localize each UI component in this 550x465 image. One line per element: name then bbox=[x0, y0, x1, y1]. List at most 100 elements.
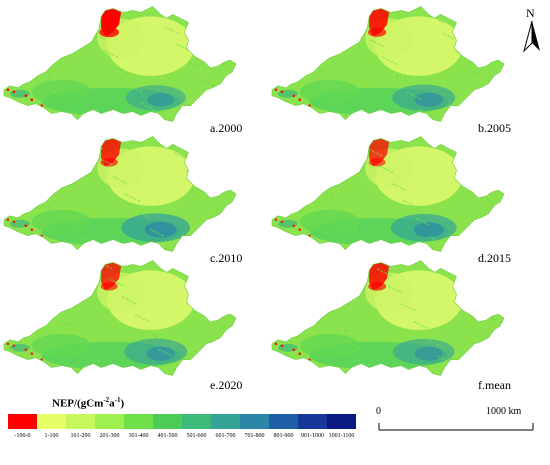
texture-speck bbox=[168, 28, 171, 31]
texture-speck bbox=[132, 86, 134, 89]
texture-speck bbox=[78, 14, 81, 17]
texture-speck bbox=[318, 293, 321, 296]
texture-speck bbox=[441, 357, 444, 360]
texture-speck bbox=[188, 171, 191, 174]
texture-speck bbox=[39, 286, 42, 289]
texture-speck bbox=[473, 285, 476, 288]
texture-speck bbox=[74, 337, 77, 340]
texture-speck bbox=[222, 100, 225, 103]
texture-speck bbox=[54, 90, 57, 93]
texture-speck bbox=[290, 367, 293, 370]
texture-speck bbox=[395, 63, 397, 65]
negative-nep-speck bbox=[24, 224, 28, 228]
texture-speck bbox=[391, 171, 393, 174]
legend-class-label: 101-200 bbox=[70, 433, 91, 439]
texture-speck bbox=[389, 60, 391, 62]
texture-speck bbox=[56, 306, 59, 308]
texture-speck bbox=[123, 71, 125, 73]
texture-speck bbox=[391, 61, 393, 63]
texture-speck bbox=[441, 142, 444, 145]
negative-nep-speck bbox=[280, 220, 284, 224]
scale-end-label: 1000 km bbox=[486, 406, 522, 417]
texture-speck bbox=[302, 48, 305, 51]
texture-speck bbox=[488, 200, 491, 202]
texture-speck bbox=[218, 208, 221, 211]
texture-speck bbox=[12, 360, 14, 363]
texture-speck bbox=[318, 189, 321, 191]
texture-speck bbox=[137, 210, 139, 213]
texture-speck bbox=[80, 340, 83, 343]
texture-speck bbox=[170, 354, 173, 357]
texture-speck bbox=[363, 24, 366, 27]
texture-speck bbox=[408, 92, 411, 95]
negative-nep-speck bbox=[12, 344, 16, 348]
texture-speck bbox=[163, 14, 166, 17]
texture-speck bbox=[14, 25, 17, 28]
texture-speck bbox=[431, 115, 434, 118]
texture-speck bbox=[451, 37, 454, 40]
texture-speck bbox=[287, 139, 290, 142]
texture-speck bbox=[100, 158, 103, 161]
texture-speck bbox=[28, 165, 31, 168]
texture-speck bbox=[36, 273, 39, 276]
texture-speck bbox=[134, 302, 136, 305]
texture-speck bbox=[432, 341, 435, 344]
texture-speck bbox=[109, 278, 112, 281]
texture-speck bbox=[142, 318, 145, 320]
map-panel-a bbox=[2, 2, 250, 127]
texture-speck bbox=[214, 206, 217, 209]
texture-speck bbox=[383, 271, 385, 274]
texture-speck bbox=[19, 39, 22, 42]
texture-speck bbox=[415, 217, 418, 220]
texture-speck bbox=[146, 320, 149, 322]
texture-speck bbox=[201, 293, 204, 296]
texture-speck bbox=[354, 229, 357, 232]
map-panel-d bbox=[270, 132, 518, 257]
texture-speck bbox=[400, 291, 402, 294]
texture-speck bbox=[144, 214, 147, 217]
panel-label: b.2005 bbox=[478, 121, 511, 135]
texture-speck bbox=[113, 176, 115, 179]
texture-speck bbox=[465, 177, 468, 180]
texture-speck bbox=[130, 85, 132, 88]
texture-speck bbox=[493, 318, 496, 320]
texture-speck bbox=[22, 266, 25, 269]
texture-speck bbox=[282, 351, 284, 354]
texture-speck bbox=[320, 79, 323, 82]
texture-speck bbox=[119, 179, 121, 182]
texture-speck bbox=[282, 15, 285, 18]
negative-nep-speck bbox=[12, 90, 16, 94]
texture-speck bbox=[428, 235, 431, 238]
texture-speck bbox=[15, 147, 18, 150]
texture-speck bbox=[467, 178, 470, 181]
texture-speck bbox=[9, 347, 11, 350]
texture-speck bbox=[21, 150, 24, 153]
texture-speck bbox=[311, 64, 314, 66]
texture-speck bbox=[333, 312, 336, 314]
texture-speck bbox=[43, 74, 46, 76]
texture-speck bbox=[417, 323, 420, 325]
texture-speck bbox=[283, 27, 286, 30]
texture-speck bbox=[378, 153, 381, 156]
texture-speck bbox=[25, 42, 28, 45]
negative-nep-speck bbox=[292, 94, 296, 98]
texture-speck bbox=[438, 344, 441, 347]
texture-speck bbox=[306, 50, 309, 53]
texture-speck bbox=[34, 272, 37, 275]
texture-speck bbox=[216, 312, 219, 314]
texture-speck bbox=[71, 220, 74, 223]
forest-zone bbox=[31, 209, 92, 234]
texture-speck bbox=[372, 40, 375, 43]
texture-speck bbox=[153, 334, 156, 337]
texture-speck bbox=[97, 360, 100, 363]
texture-speck bbox=[404, 78, 406, 81]
texture-speck bbox=[102, 159, 105, 162]
texture-speck bbox=[132, 197, 134, 199]
texture-speck bbox=[28, 269, 31, 272]
texture-speck bbox=[104, 50, 107, 53]
texture-speck bbox=[357, 242, 360, 245]
legend-color-bar bbox=[8, 414, 356, 429]
texture-speck bbox=[36, 169, 39, 172]
texture-speck bbox=[408, 203, 411, 205]
texture-speck bbox=[41, 287, 44, 290]
